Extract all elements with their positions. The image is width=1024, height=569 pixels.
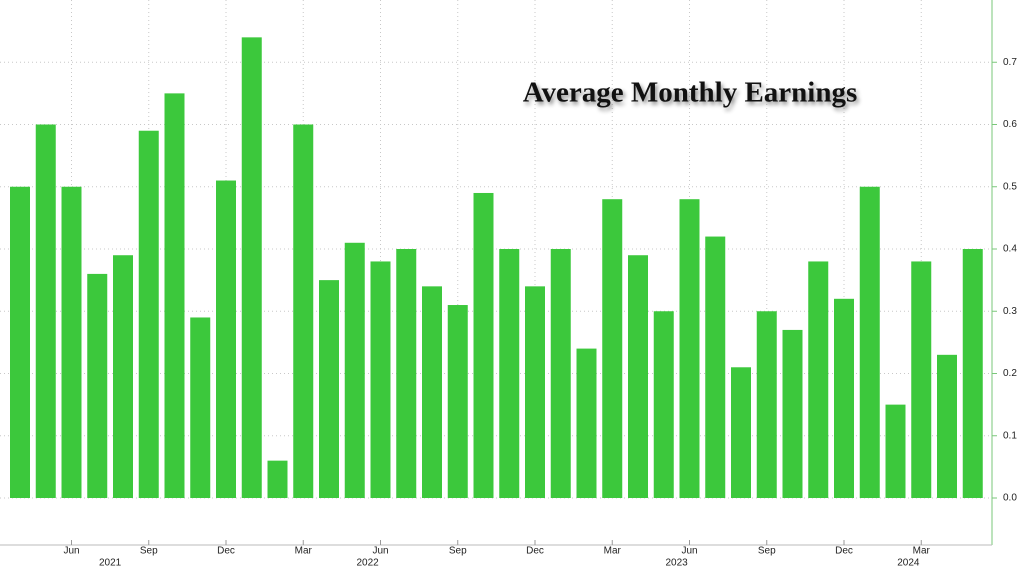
bar: [113, 255, 133, 498]
bar: [628, 255, 648, 498]
y-tick-label: 0.5: [1003, 181, 1017, 192]
year-label: 2021: [99, 558, 122, 569]
bar: [576, 348, 597, 498]
bar: [731, 367, 751, 498]
x-tick-label: Sep: [758, 546, 776, 557]
bar: [190, 317, 211, 498]
bar: [61, 186, 82, 498]
chart-title: Average Monthly Earnings: [523, 77, 858, 109]
bar: [499, 249, 520, 498]
bar: [911, 261, 932, 498]
bar: [241, 37, 262, 498]
x-tick-label: Jun: [63, 546, 79, 557]
bar: [808, 261, 829, 498]
bar: [267, 460, 288, 498]
bar: [756, 311, 777, 498]
bar: [344, 242, 365, 498]
bar: [962, 249, 983, 498]
x-tick-label: Dec: [217, 546, 235, 557]
bar: [35, 124, 56, 498]
x-tick-label: Mar: [295, 546, 313, 557]
bar: [138, 130, 159, 498]
year-label: 2023: [666, 558, 689, 569]
bar: [10, 186, 30, 498]
bar: [885, 404, 906, 498]
bar: [834, 298, 854, 498]
bar: [550, 249, 571, 498]
bar: [653, 311, 674, 498]
x-tick-label: Jun: [372, 546, 388, 557]
bar: [525, 286, 545, 498]
bar: [602, 199, 623, 498]
bar: [705, 236, 726, 499]
x-tick-label: Mar: [604, 546, 622, 557]
x-tick-label: Jun: [681, 546, 697, 557]
y-tick-label: 0.4: [1003, 244, 1017, 255]
x-tick-label: Sep: [449, 546, 467, 557]
bar: [422, 286, 442, 498]
y-tick-label: 0.3: [1003, 306, 1017, 317]
year-label: 2022: [357, 558, 380, 569]
y-tick-label: 0.6: [1003, 119, 1017, 130]
bar: [473, 192, 494, 498]
bar: [679, 199, 700, 498]
bar: [859, 186, 880, 498]
bar: [370, 261, 391, 498]
year-label: 2024: [897, 558, 920, 569]
x-tick-label: Mar: [913, 546, 931, 557]
bar: [164, 93, 185, 498]
y-tick-label: 0.7: [1003, 57, 1017, 68]
bar: [87, 273, 108, 498]
bar: [396, 249, 417, 498]
bar: [319, 280, 339, 498]
y-tick-label: 0.0: [1003, 493, 1017, 504]
bar: [782, 329, 803, 498]
bar: [447, 305, 468, 498]
x-tick-label: Sep: [140, 546, 158, 557]
bar: [937, 354, 957, 498]
bar: [293, 124, 314, 498]
x-tick-label: Dec: [835, 546, 853, 557]
x-tick-label: Dec: [526, 546, 544, 557]
y-tick-label: 0.2: [1003, 368, 1017, 379]
bar: [216, 180, 236, 498]
y-tick-label: 0.1: [1003, 430, 1017, 441]
